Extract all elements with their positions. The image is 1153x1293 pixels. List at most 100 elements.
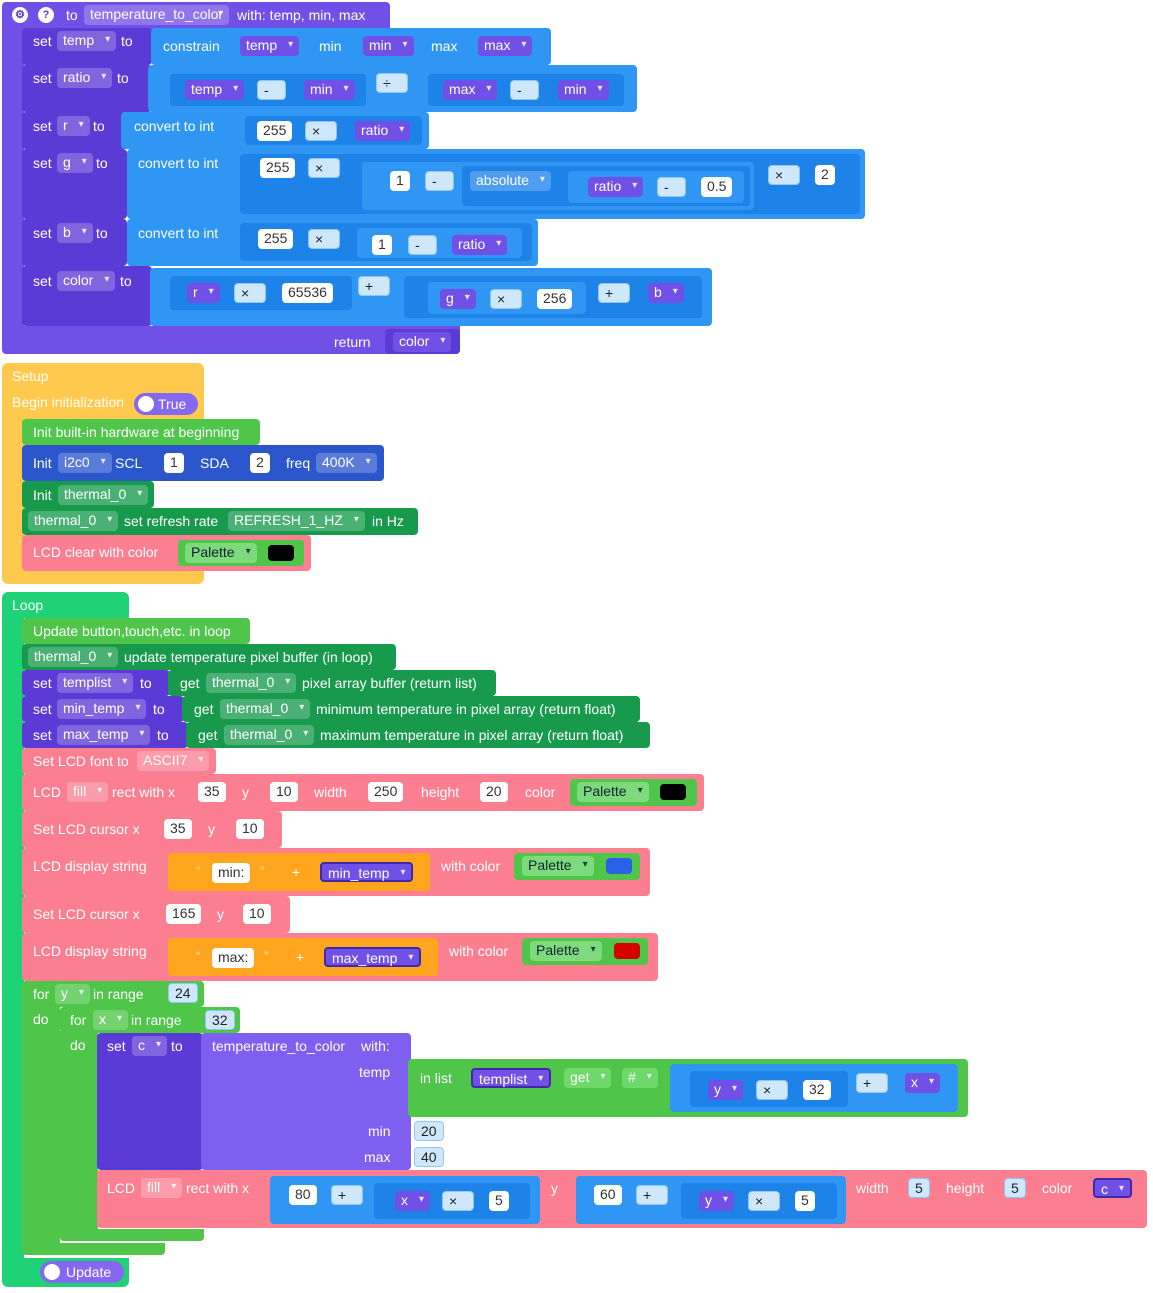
times-op[interactable]: × [756,1080,789,1100]
temperature-to-color-call[interactable] [201,1033,411,1170]
max-var[interactable]: max [443,80,498,100]
var-dropdown-color[interactable]: color [57,271,116,291]
r-var[interactable]: r [187,283,220,303]
minus-op[interactable]: - [657,177,686,197]
number-5[interactable]: 5 [795,1191,815,1211]
index-mode-dropdown[interactable]: # [622,1068,658,1088]
number-0-5[interactable]: 0.5 [701,177,733,197]
color-var[interactable]: color [393,332,452,352]
thermal-dropdown[interactable]: thermal_0 [58,485,149,505]
true-toggle[interactable]: True [134,393,198,415]
number-65536[interactable]: 65536 [282,283,333,303]
minus-op[interactable]: - [257,80,286,100]
fill-dropdown[interactable]: fill [141,1178,183,1198]
width-input[interactable]: 5 [908,1178,930,1198]
var-dropdown-g[interactable]: g [57,153,93,173]
x-var[interactable]: x [905,1073,940,1093]
color-swatch-red[interactable] [614,943,640,959]
update-button-block[interactable] [22,618,250,644]
palette-dropdown[interactable]: Palette [530,941,602,961]
x-input[interactable]: 35 [198,782,226,802]
max-var[interactable]: max [478,36,533,56]
thermal-dropdown[interactable]: thermal_0 [224,725,315,745]
thermal-dropdown[interactable]: thermal_0 [28,511,119,531]
font-dropdown[interactable]: ASCII7 [137,751,210,771]
plus-op[interactable]: + [856,1073,889,1093]
number-32[interactable]: 32 [803,1080,831,1100]
fill-dropdown[interactable]: fill [67,782,109,802]
number-5[interactable]: 5 [489,1191,509,1211]
c-var[interactable]: c [1093,1178,1132,1198]
freq-dropdown[interactable]: 400K [316,453,377,473]
min-var[interactable]: min [363,36,414,56]
plus-op[interactable]: + [636,1185,669,1205]
height-input[interactable]: 20 [480,782,508,802]
var-dropdown-b[interactable]: b [57,223,93,243]
minus-op[interactable]: - [510,80,539,100]
ratio-var[interactable]: ratio [355,121,411,141]
temp-var[interactable]: temp [185,80,245,100]
var-dropdown-min-temp[interactable]: min_temp [57,699,147,719]
times-op[interactable]: × [234,283,267,303]
string-min[interactable]: min: [212,863,251,883]
get-dropdown[interactable]: get [564,1068,612,1088]
number-2[interactable]: 2 [815,165,835,185]
ratio-var[interactable]: ratio [452,235,508,255]
plus-op[interactable]: + [598,283,631,303]
minus-op[interactable]: - [425,171,454,191]
width-input[interactable]: 250 [368,782,404,802]
scl-input[interactable]: 1 [164,453,184,473]
min-var[interactable]: min [304,80,355,100]
thermal-dropdown[interactable]: thermal_0 [206,673,297,693]
var-dropdown-r[interactable]: r [57,116,90,136]
color-swatch-blue[interactable] [606,858,632,874]
y-var[interactable]: y [699,1191,734,1211]
plus-op[interactable]: + [331,1185,364,1205]
color-swatch-black[interactable] [660,784,686,800]
y-var[interactable]: y [708,1080,743,1100]
number-80[interactable]: 80 [289,1185,317,1205]
temp-var[interactable]: temp [240,36,300,56]
min-value-input[interactable]: 20 [414,1121,444,1141]
cursor-y-input[interactable]: 10 [243,904,271,924]
function-name-field[interactable]: temperature_to_color [84,5,230,25]
times-op[interactable]: × [748,1191,781,1211]
number-256[interactable]: 256 [537,289,573,309]
number-255[interactable]: 255 [258,229,294,249]
loop-block[interactable] [2,592,129,618]
y-input[interactable]: 10 [270,782,298,802]
string-max[interactable]: max: [212,948,255,968]
refresh-dropdown[interactable]: REFRESH_1_HZ [228,511,365,531]
cursor-x-input[interactable]: 165 [166,904,202,924]
var-dropdown-templist[interactable]: templist [57,673,134,693]
c-var-dropdown[interactable]: c [132,1036,167,1056]
color-swatch-black[interactable] [268,545,294,561]
ratio-var[interactable]: ratio [588,177,644,197]
times-op[interactable]: × [442,1191,475,1211]
palette-dropdown[interactable]: Palette [185,543,257,563]
thermal-dropdown[interactable]: thermal_0 [220,699,311,719]
sda-input[interactable]: 2 [250,453,270,473]
number-255[interactable]: 255 [257,121,293,141]
times-op[interactable]: × [308,158,341,178]
var-dropdown-temp[interactable]: temp [57,31,117,51]
max-temp-var[interactable]: max_temp [324,947,422,967]
b-var[interactable]: b [648,283,684,303]
min-var[interactable]: min [558,80,609,100]
init-builtin-block[interactable] [22,419,260,445]
plus-op[interactable]: + [358,276,391,296]
var-dropdown-max-temp[interactable]: max_temp [57,725,151,745]
minus-op[interactable]: - [408,235,437,255]
x-var-dropdown[interactable]: x [93,1010,128,1030]
palette-dropdown[interactable]: Palette [522,856,594,876]
times-op[interactable]: × [308,229,341,249]
divide-op[interactable]: ÷ [376,73,408,93]
palette-dropdown[interactable]: Palette [577,782,649,802]
max-value-input[interactable]: 40 [414,1147,444,1167]
number-1[interactable]: 1 [372,235,392,255]
x-range-input[interactable]: 32 [205,1010,235,1030]
x-var[interactable]: x [395,1191,430,1211]
number-60[interactable]: 60 [594,1185,622,1205]
help-icon[interactable]: ? [38,7,54,23]
number-255[interactable]: 255 [260,158,296,178]
